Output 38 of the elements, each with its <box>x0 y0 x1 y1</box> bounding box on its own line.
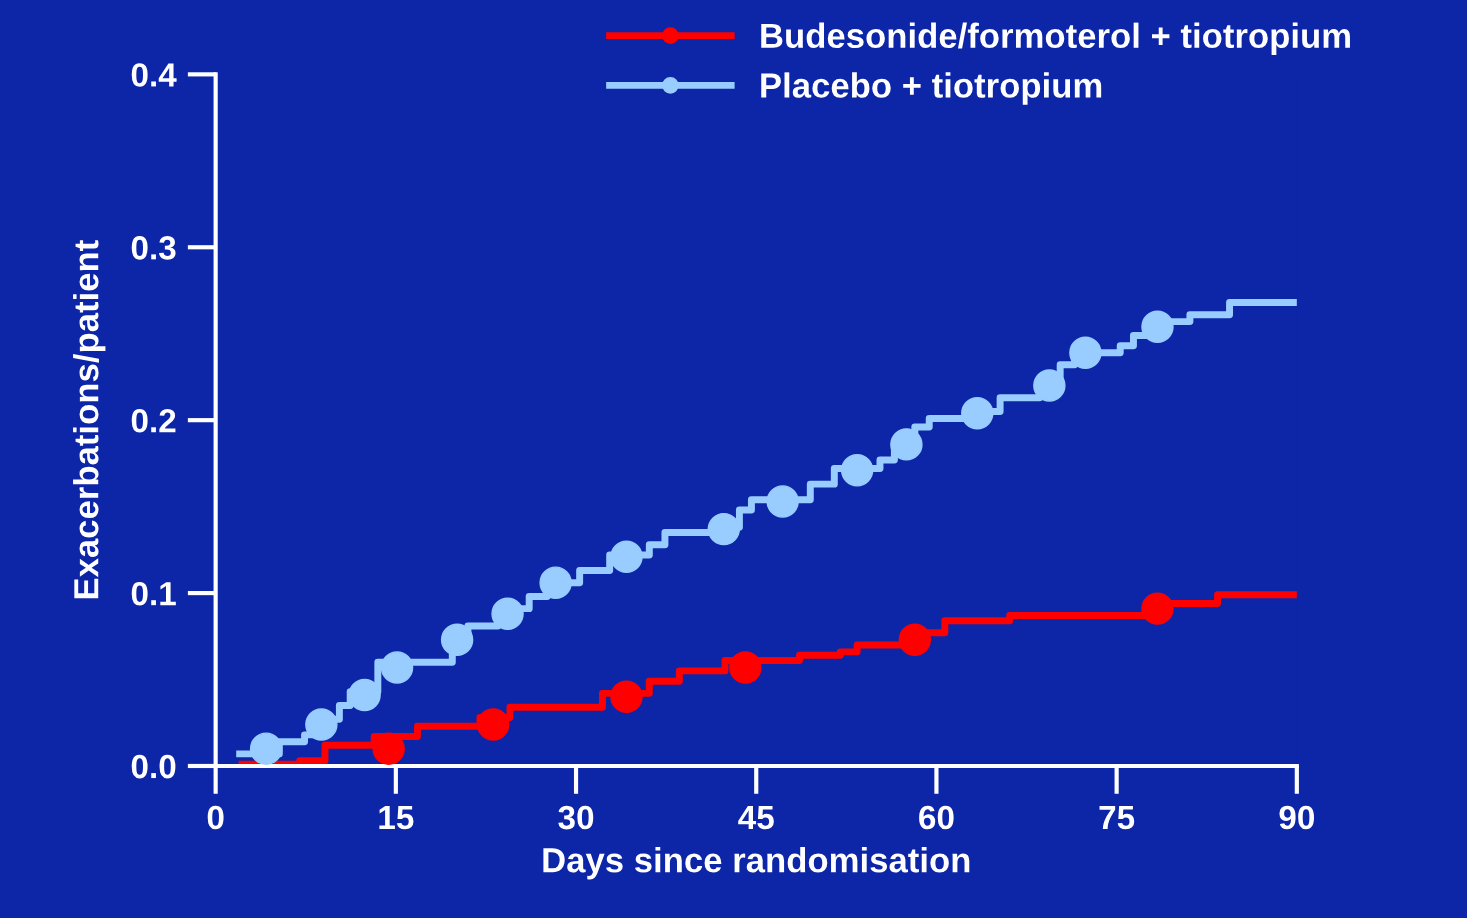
point <box>707 512 741 546</box>
x-tick-label: 0 <box>207 805 224 830</box>
point <box>348 678 381 712</box>
y-tick-label: 0.0 <box>131 754 176 779</box>
point <box>380 651 414 684</box>
point <box>491 597 524 631</box>
point <box>476 708 510 741</box>
point <box>766 485 799 518</box>
point <box>249 732 283 765</box>
y-tick-label: 0.1 <box>131 581 176 606</box>
point <box>305 708 338 741</box>
point <box>961 397 994 430</box>
x-tick-label: 60 <box>919 805 954 830</box>
point <box>1141 592 1174 625</box>
x-axis-title: Days since randomisation <box>543 847 970 880</box>
y-tick-label: 0.3 <box>131 236 176 260</box>
x-tick-label: 90 <box>1279 805 1314 830</box>
point <box>610 680 643 714</box>
legend-label: Budesonide/formoterol + tiotropium <box>761 22 1350 55</box>
y-tick-label: 0.2 <box>131 408 176 433</box>
x-tick-label: 45 <box>738 806 774 830</box>
point <box>890 428 923 461</box>
x-tick-label: 15 <box>379 806 414 830</box>
point <box>1141 310 1174 344</box>
point <box>840 454 874 487</box>
point <box>610 540 643 573</box>
y-axis-title: Exacerbations/patient <box>73 240 106 599</box>
point <box>440 623 474 656</box>
legend-label: Placebo + tiotropium <box>761 72 1102 105</box>
point <box>729 651 762 684</box>
x-tick-label: 30 <box>558 805 594 830</box>
y-tick-label: 0.4 <box>131 63 177 87</box>
x-tick-label: 75 <box>1099 806 1135 830</box>
point <box>539 566 572 599</box>
point <box>1033 369 1066 402</box>
point <box>372 732 405 765</box>
point <box>1069 336 1102 369</box>
point <box>898 623 932 656</box>
